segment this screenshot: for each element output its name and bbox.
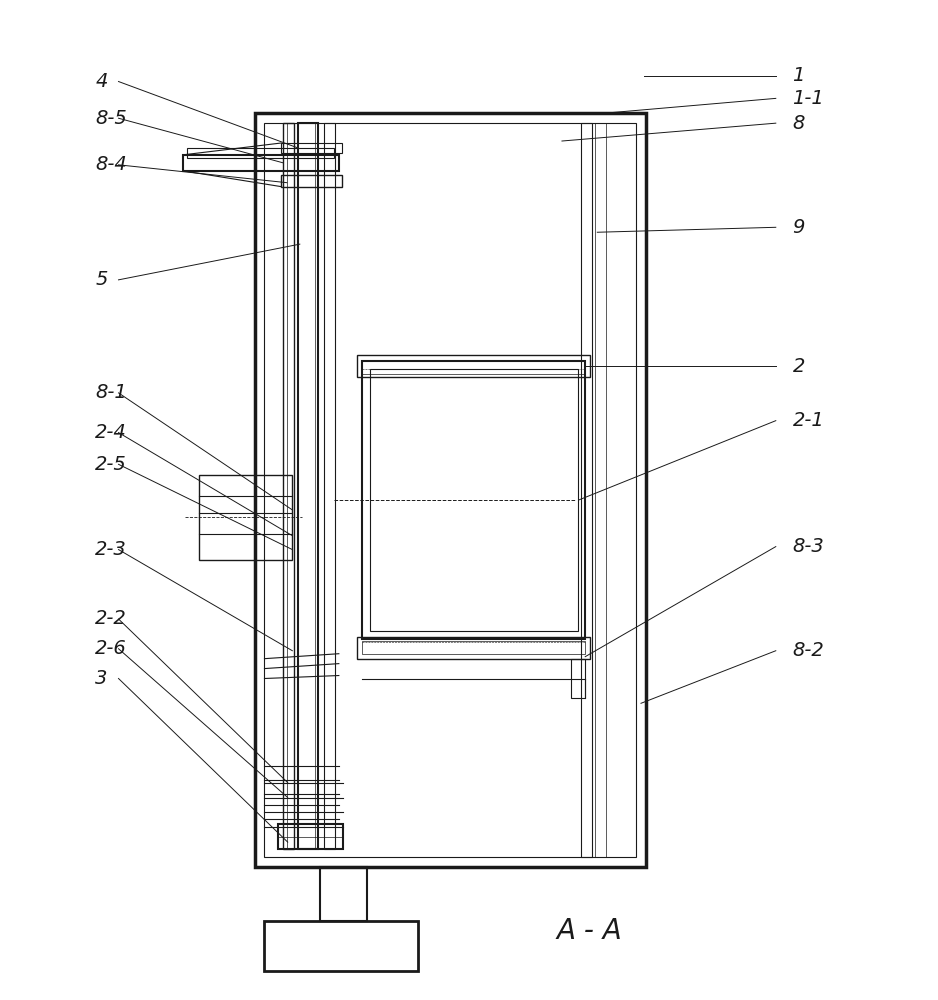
Bar: [298, 123, 318, 849]
Text: 4: 4: [96, 72, 108, 91]
Bar: [324, 123, 335, 849]
Bar: [357, 355, 590, 377]
Text: 5: 5: [96, 270, 108, 289]
Text: 1: 1: [793, 66, 805, 85]
Text: 2-5: 2-5: [96, 455, 127, 474]
Bar: [362, 361, 585, 639]
Bar: [362, 641, 585, 654]
Text: 2: 2: [793, 357, 805, 376]
Bar: [283, 123, 295, 849]
Text: 9: 9: [793, 218, 805, 237]
Text: 8-1: 8-1: [96, 383, 127, 402]
Bar: [265, 123, 636, 857]
Bar: [183, 155, 339, 171]
Text: 3: 3: [96, 669, 108, 688]
Bar: [595, 123, 606, 857]
Text: 1-1: 1-1: [793, 89, 825, 108]
Text: 8-4: 8-4: [96, 155, 127, 174]
Text: 8: 8: [793, 114, 805, 133]
Bar: [370, 369, 578, 631]
Bar: [362, 361, 585, 374]
Bar: [200, 475, 293, 560]
Bar: [281, 175, 341, 187]
Bar: [279, 824, 343, 849]
Bar: [188, 148, 334, 158]
Text: 2-4: 2-4: [96, 423, 127, 442]
Text: 2-6: 2-6: [96, 639, 127, 658]
Bar: [255, 113, 645, 867]
Bar: [581, 123, 592, 857]
Bar: [281, 143, 341, 153]
Text: 8-3: 8-3: [793, 537, 825, 556]
Text: 8-2: 8-2: [793, 641, 825, 660]
Bar: [320, 867, 367, 921]
Bar: [357, 637, 590, 659]
Text: 2-2: 2-2: [96, 609, 127, 629]
Bar: [571, 659, 585, 698]
Text: 8-5: 8-5: [96, 109, 127, 128]
Text: A - A: A - A: [557, 917, 623, 945]
Text: 2-3: 2-3: [96, 540, 127, 559]
Bar: [265, 921, 417, 971]
Text: 2-1: 2-1: [793, 411, 825, 430]
